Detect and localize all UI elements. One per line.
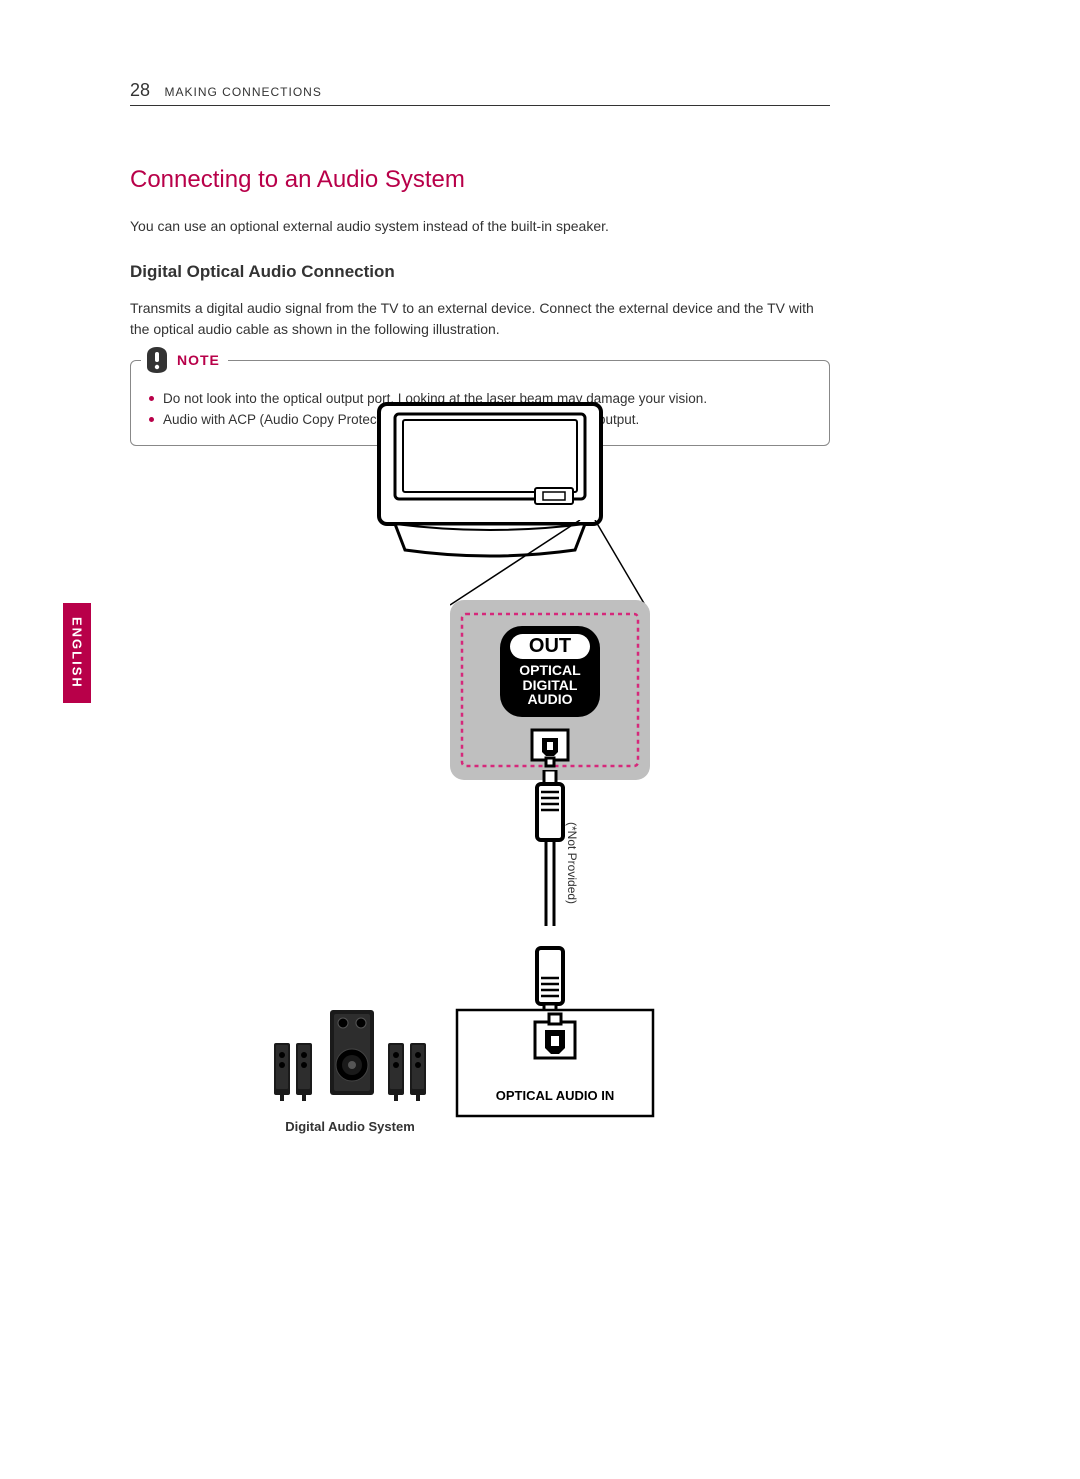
main-title: Connecting to an Audio System (130, 166, 830, 194)
audio-system-label: Digital Audio System (275, 1119, 425, 1134)
port-out-label: OUT (529, 635, 571, 657)
optical-in-label: OPTICAL AUDIO IN (455, 1088, 655, 1103)
intro-text: You can use an optional external audio s… (130, 218, 830, 234)
page-number: 28 (130, 80, 150, 100)
connection-diagram: OUT OPTICAL DIGITAL AUDIO (255, 400, 715, 1140)
optical-socket-icon (528, 728, 572, 768)
speaker-system-icon (270, 1005, 430, 1115)
cable-wire-icon (543, 838, 557, 926)
page-header: 28 MAKING CONNECTIONS (130, 80, 830, 106)
port-audio-label: AUDIO (500, 692, 600, 707)
body-text: Transmits a digital audio signal from th… (130, 298, 830, 340)
port-digital-label: DIGITAL (500, 678, 600, 693)
port-optical-label: OPTICAL (500, 663, 600, 678)
sub-title: Digital Optical Audio Connection (130, 262, 830, 282)
note-label: NOTE (177, 352, 220, 368)
port-panel: OUT OPTICAL DIGITAL AUDIO (450, 600, 650, 780)
callout-lines-icon (450, 520, 650, 610)
section-label: MAKING CONNECTIONS (164, 85, 321, 99)
warning-icon (145, 347, 169, 373)
note-tab: NOTE (141, 347, 228, 373)
language-tab: ENGLISH (63, 603, 91, 703)
not-provided-label: (*Not Provided) (565, 822, 579, 904)
